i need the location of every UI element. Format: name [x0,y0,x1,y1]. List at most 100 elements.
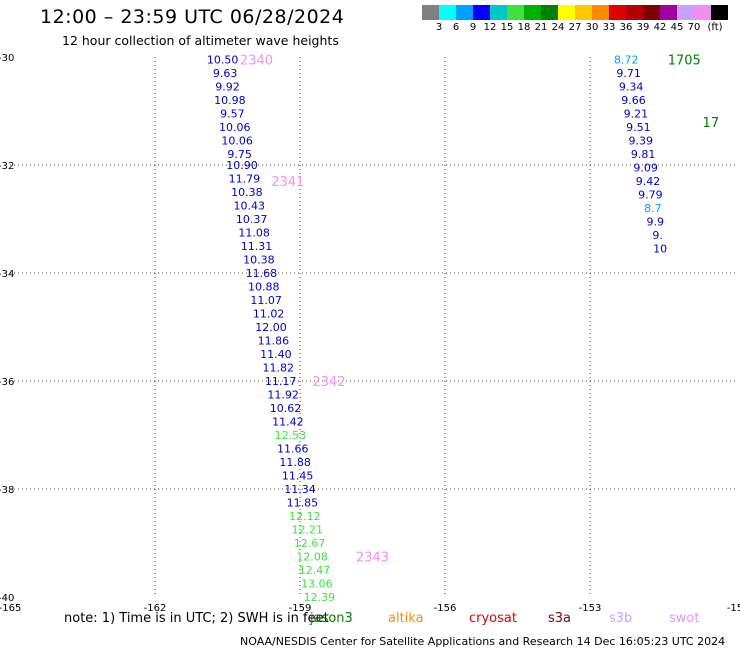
lon-tick-label: -159 [289,603,312,614]
legend-tick-label: 15 [500,22,514,33]
satellite-key-s3a: s3a [548,611,572,626]
wave-height-value: 10.98 [214,94,246,107]
wave-height-value: 9.66 [621,94,646,107]
wave-height-value: 12.00 [255,321,287,334]
wave-height-value: 9.39 [629,135,654,148]
wave-height-value: 12.12 [289,510,321,523]
legend-tick-label: 30 [585,22,599,33]
wave-height-value: 9.75 [227,148,252,161]
legend-tick-label: 33 [602,22,616,33]
lon-tick-label: -15 [727,603,740,614]
legend-tick-label: 12 [483,22,497,33]
wave-height-value: 10.37 [236,213,268,226]
wave-height-value: 11.79 [229,173,261,186]
wave-height-value: 8.7 [644,202,662,215]
satellite-key-altika: altika [388,611,424,626]
legend-tick-label: 21 [534,22,548,33]
wave-height-value: 11.42 [272,416,304,429]
legend-swatch [490,5,507,20]
legend-swatch [609,5,626,20]
axis-labels: -165 -162 -159 -156 -153 -15 -30 -32 -34 -36 -38 -4… [0,53,740,614]
wave-height-value: 9.9 [647,216,665,229]
legend-swatch [507,5,524,20]
wave-height-value: 13.06 [301,578,333,591]
wave-height-value: 11.08 [238,227,270,240]
wave-height-value: 12.08 [296,551,328,564]
page-subtitle: 12 hour collection of altimeter wave hei… [62,33,339,48]
wave-height-value: 10.50 [207,54,239,67]
time-label: 1705 [668,54,701,69]
wave-height-value: 11.66 [277,443,309,456]
wave-height-value: 10.43 [234,200,266,213]
legend-swatch [694,5,711,20]
lon-tick-label: -156 [434,603,457,614]
legend-swatch [575,5,592,20]
lat-tick-label: -34 [0,269,14,280]
legend-swatch [439,5,456,20]
legend-swatch [626,5,643,20]
wave-height-value: 11.88 [279,456,311,469]
lat-tick-label: -40 [0,593,14,604]
wave-height-value: 11.17 [265,375,297,388]
legend-tick-label: 70 [687,22,701,33]
lon-tick-label: -162 [144,603,167,614]
wave-height-value: 9.09 [633,162,658,175]
legend-tick-label: 6 [452,22,460,33]
satellite-key-jason3: jason3 [310,611,353,626]
lon-tick-label: -153 [579,603,602,614]
time-label: 17 [703,116,720,131]
wave-height-value: 8.72 [614,54,639,67]
wave-height-value: 10.06 [221,135,253,148]
wave-height-value: 11.07 [250,294,282,307]
legend-swatch [711,5,728,20]
wave-height-value: 10.88 [248,281,280,294]
satellite-tracks: 10.509.639.9210.989.5710.0610.069.7510.9… [207,54,719,604]
time-label: 2342 [312,375,345,390]
legend-swatch [677,5,694,20]
legend-tick-label: 27 [568,22,582,33]
legend-tick-label: 45 [670,22,684,33]
wave-height-value: 12.47 [299,564,331,577]
wave-height-value: 9.79 [638,189,663,202]
lat-tick-label: -38 [0,485,14,496]
wave-height-value: 10 [653,243,667,256]
legend-swatch [456,5,473,20]
wave-height-value: 12.21 [292,524,324,537]
wave-height-value: 11.92 [267,389,299,402]
wave-height-value: 11.31 [241,240,273,253]
wave-height-value: 9.57 [220,108,245,121]
time-label: 2340 [240,54,273,69]
wave-height-value: 11.68 [246,267,278,280]
legend-tick-label: 36 [619,22,633,33]
satellite-key-s3b: s3b [609,611,633,626]
time-label: 2341 [271,175,304,190]
wave-height-value: 10.38 [231,186,263,199]
legend-swatch [422,5,439,20]
wave-height-value: 9.51 [626,121,651,134]
color-legend: 3 6 9 12 15 18 21 24 27 30 33 36 39 42 45 70 (ft) [422,5,728,33]
note-text: note: 1) Time is in UTC; 2) SWH is in fe… [64,611,329,626]
lon-tick-label: -165 [0,603,21,614]
legend-tick-label: 18 [517,22,531,33]
wave-height-value: 9.34 [619,81,644,94]
wave-height-value: 11.82 [263,362,295,375]
legend-tick-label: 42 [653,22,667,33]
wave-height-value: 12.53 [275,429,307,442]
wave-height-value: 11.45 [282,470,314,483]
wave-height-value: 12.67 [294,537,326,550]
wave-height-value: 9.92 [215,81,240,94]
wave-height-value: 11.40 [260,348,292,361]
wave-height-value: 10.06 [219,121,251,134]
legend-tick-label: 24 [551,22,565,33]
page-title: 12:00 – 23:59 UTC 06/28/2024 [40,6,345,28]
legend-swatch [473,5,490,20]
wave-height-value: 11.85 [287,497,319,510]
legend-tick-label: 9 [469,22,477,33]
legend-swatch [592,5,609,20]
legend-tick-label: 3 [435,22,443,33]
map-grid [10,57,735,597]
lat-tick-label: -30 [0,53,14,64]
wave-height-value: 10.38 [243,254,275,267]
time-label: 2343 [356,551,389,566]
